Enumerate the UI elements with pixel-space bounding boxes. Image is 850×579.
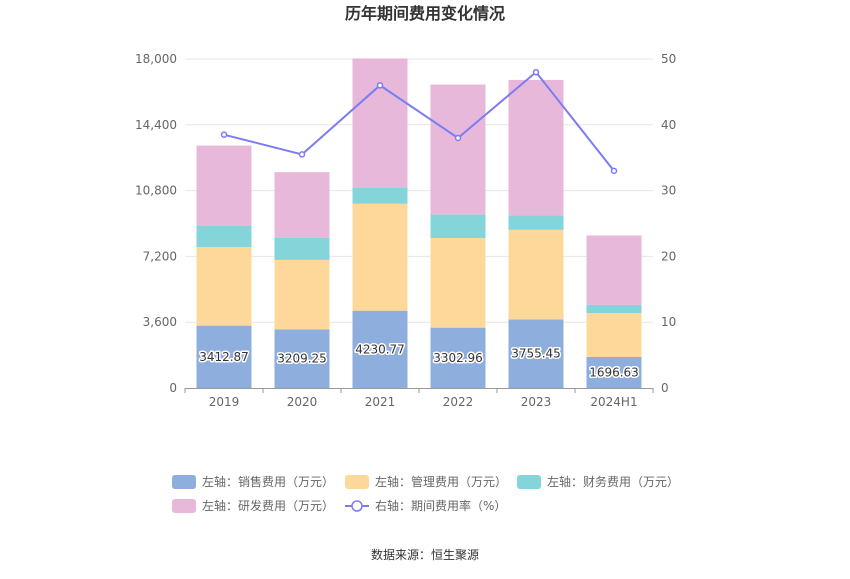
chart-title: 历年期间费用变化情况 — [345, 4, 505, 23]
source-text: 数据来源：恒生聚源 — [371, 547, 479, 562]
line-point — [454, 134, 462, 142]
y-right-tick-label: 20 — [661, 249, 676, 263]
y-left-tick-label: 0 — [169, 381, 177, 395]
bar-segment — [586, 235, 642, 305]
legend-swatch — [517, 475, 541, 489]
legend-label: 右轴：期间费用率（%） — [375, 498, 506, 513]
y-left-tick-label: 10,800 — [135, 184, 177, 198]
line-point — [220, 131, 228, 138]
y-left-tick-label: 7,200 — [143, 249, 177, 263]
x-tick-label: 2019 — [209, 395, 240, 409]
bar-segment — [508, 215, 564, 230]
y-right-tick-label: 30 — [661, 184, 676, 198]
data-label: 3412.87 — [199, 350, 249, 364]
legend: 左轴：销售费用（万元） 左轴：管理费用（万元） 左轴：财务费用（万元） 左轴：研发费用… — [172, 474, 679, 513]
data-label: 4230.77 — [355, 342, 405, 356]
line-point — [376, 82, 384, 89]
legend-swatch-marker — [351, 500, 363, 512]
legend-label: 左轴：研发费用（万元） — [202, 498, 334, 513]
line-point — [610, 167, 618, 175]
bar-segment — [508, 79, 564, 216]
bar-segment — [586, 356, 642, 388]
line-series-path — [223, 70, 615, 172]
legend-swatch — [172, 475, 196, 489]
y-right-tick-label: 40 — [661, 118, 676, 132]
bar-segment — [430, 84, 486, 215]
bar-segment — [508, 319, 564, 388]
x-tick-label: 2023 — [521, 395, 552, 409]
x-tick-label: 2020 — [287, 395, 318, 409]
legend-label: 左轴：财务费用（万元） — [547, 474, 679, 489]
legend-swatch — [345, 475, 369, 489]
bar-segment — [430, 214, 486, 239]
y-left-tick-label: 14,400 — [135, 118, 177, 132]
bar-series — [196, 58, 642, 388]
line-series — [220, 68, 618, 175]
bar-segment — [430, 327, 486, 388]
y-left-tick-label: 18,000 — [135, 52, 177, 66]
bar-segment — [274, 259, 330, 330]
legend-label: 左轴：管理费用（万元） — [375, 474, 507, 489]
bar-segment — [196, 247, 252, 326]
bar-segment — [430, 238, 486, 328]
axes: 0 3,600 7,200 10,800 14,400 18,000 0 10 20 30 40 50… — [135, 52, 676, 409]
grid-lines — [185, 58, 653, 323]
bar-segment — [586, 313, 642, 357]
data-label: 1696.63 — [589, 365, 639, 379]
bar-segment — [274, 329, 330, 388]
x-tick-label: 2021 — [365, 395, 396, 409]
bar-segment — [196, 325, 252, 388]
bar-segment — [196, 145, 252, 227]
bar-segment — [274, 237, 330, 260]
legend-swatch — [172, 499, 196, 513]
bar-segment — [352, 187, 408, 204]
x-tick-label: 2024H1 — [590, 395, 637, 409]
bar-segment — [352, 58, 408, 188]
y-right-tick-label: 10 — [661, 315, 676, 329]
bar-segment — [586, 304, 642, 314]
bar-segment — [508, 229, 564, 320]
y-left-tick-label: 3,600 — [143, 315, 177, 329]
bar-segment — [352, 310, 408, 388]
line-point — [298, 151, 306, 158]
bar-segment — [196, 226, 252, 248]
data-labels: 3412.87 3209.25 4230.77 3302.96 3755.45 1696.… — [198, 341, 641, 381]
x-tick-label: 2022 — [443, 395, 474, 409]
data-label: 3209.25 — [277, 352, 327, 366]
y-right-tick-label: 50 — [661, 52, 676, 66]
data-label: 3302.96 — [433, 351, 483, 365]
bar-segment — [352, 203, 408, 311]
line-point — [532, 68, 540, 76]
y-right-tick-label: 0 — [661, 381, 669, 395]
data-label: 3755.45 — [511, 347, 561, 361]
bar-segment — [274, 172, 330, 238]
legend-label: 左轴：销售费用（万元） — [202, 474, 334, 489]
